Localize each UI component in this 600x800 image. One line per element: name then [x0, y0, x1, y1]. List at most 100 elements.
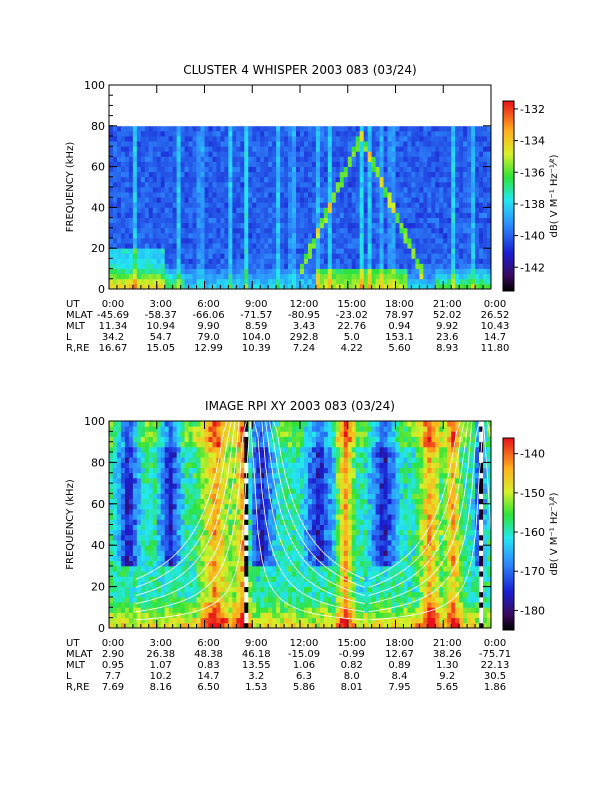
heatmap-cell	[116, 436, 122, 443]
heatmap-cell	[300, 105, 305, 111]
heatmap-cell	[351, 278, 357, 285]
heatmap-cell	[112, 446, 118, 453]
heatmap-cell	[363, 105, 369, 111]
heatmap-cell	[431, 212, 436, 218]
heatmap-cell	[367, 238, 373, 244]
heatmap-cell	[315, 212, 321, 218]
heatmap-cell	[144, 576, 150, 582]
heatmap-cell	[128, 581, 134, 587]
heatmap-cell	[140, 431, 146, 437]
heatmap-cell	[116, 232, 122, 239]
heatmap-cell	[371, 166, 377, 173]
heatmap-cell	[395, 243, 400, 249]
heatmap-cell	[156, 278, 162, 285]
heatmap-cell	[431, 176, 436, 183]
heatmap-cell	[188, 136, 193, 142]
heatmap-cell	[160, 555, 166, 562]
heatmap-cell	[204, 110, 209, 116]
heatmap-cell	[296, 222, 301, 229]
heatmap-cell	[160, 212, 166, 218]
heatmap-cell	[148, 488, 154, 494]
heatmap-cell	[319, 197, 325, 203]
heatmap-cell	[315, 130, 321, 137]
ephemeris-row-label: UT	[66, 299, 80, 310]
heatmap-cell	[351, 151, 357, 157]
heatmap-cell	[136, 120, 142, 127]
heatmap-cell	[160, 467, 166, 474]
heatmap-cell	[196, 421, 201, 427]
heatmap-cell	[467, 192, 472, 198]
heatmap-cell	[471, 176, 476, 183]
heatmap-cell	[116, 462, 122, 468]
heatmap-cell	[216, 222, 221, 229]
heatmap-cell	[208, 161, 213, 167]
heatmap-cell	[455, 192, 460, 198]
heatmap-cell	[311, 161, 317, 167]
heatmap-cell	[200, 105, 205, 111]
heatmap-cell	[212, 95, 217, 101]
heatmap-cell	[164, 248, 170, 254]
heatmap-cell	[455, 248, 460, 254]
heatmap-cell	[355, 176, 361, 183]
heatmap-cell	[184, 560, 189, 567]
heatmap-cell	[136, 151, 142, 157]
heatmap-cell	[307, 248, 313, 254]
heatmap-cell	[156, 560, 162, 567]
heatmap-cell	[327, 192, 333, 198]
heatmap-cell	[463, 136, 468, 142]
heatmap-cell	[124, 540, 130, 546]
heatmap-cell	[208, 156, 213, 162]
heatmap-cell	[423, 136, 428, 142]
heatmap-cell	[288, 110, 293, 116]
heatmap-cell	[427, 217, 432, 224]
heatmap-cell	[112, 95, 118, 101]
heatmap-cell	[479, 161, 484, 167]
heatmap-cell	[300, 192, 305, 198]
heatmap-cell	[407, 136, 412, 142]
heatmap-cell	[459, 192, 464, 198]
heatmap-cell	[212, 207, 217, 213]
heatmap-cell	[343, 95, 349, 101]
heatmap-cell	[264, 151, 269, 157]
heatmap-cell	[419, 273, 424, 280]
heatmap-cell	[371, 141, 377, 147]
heatmap-cell	[164, 176, 170, 183]
heatmap-cell	[248, 238, 253, 244]
heatmap-cell	[284, 227, 289, 234]
heatmap-cell	[331, 146, 337, 152]
heatmap-cell	[419, 263, 424, 269]
heatmap-cell	[236, 95, 241, 101]
heatmap-cell	[124, 238, 130, 244]
heatmap-cell	[319, 187, 325, 193]
heatmap-cell	[120, 514, 126, 520]
heatmap-cell	[252, 161, 257, 167]
ephemeris-value: 79.0	[197, 332, 219, 343]
heatmap-cell	[407, 166, 412, 173]
heatmap-cell	[196, 524, 201, 531]
heatmap-cell	[144, 217, 150, 224]
heatmap-cell	[284, 268, 289, 275]
heatmap-cell	[240, 130, 245, 137]
heatmap-cell	[112, 217, 118, 224]
heatmap-cell	[212, 166, 217, 173]
heatmap-cell	[120, 151, 126, 157]
heatmap-cell	[200, 263, 205, 269]
heatmap-cell	[379, 253, 384, 259]
heatmap-cell	[371, 278, 377, 285]
heatmap-cell	[319, 273, 325, 280]
heatmap-cell	[375, 238, 380, 244]
heatmap-cell	[411, 202, 416, 208]
heatmap-cell	[403, 105, 408, 111]
heatmap-cell	[407, 263, 412, 269]
heatmap-cell	[232, 278, 237, 285]
heatmap-cell	[196, 115, 201, 122]
heatmap-cell	[188, 503, 193, 510]
heatmap-cell	[112, 617, 118, 624]
heatmap-cell	[431, 192, 436, 198]
heatmap-cell	[176, 161, 182, 167]
heatmap-cell	[124, 166, 130, 173]
heatmap-cell	[124, 607, 130, 613]
heatmap-cell	[252, 166, 257, 173]
heatmap-cell	[280, 248, 285, 254]
heatmap-cell	[109, 462, 114, 468]
